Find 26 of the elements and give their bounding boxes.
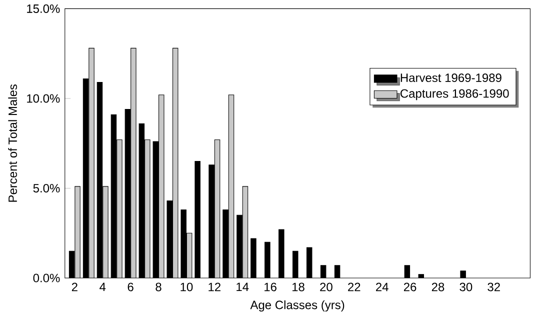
legend-label: Harvest 1969-1989 [400,73,502,82]
x-tick-label: 10 [180,282,193,292]
x-tick-label: 28 [432,282,444,292]
bar [102,186,108,278]
x-tick-label: 22 [348,282,360,291]
x-tick-label: 2 [72,282,78,291]
legend-label: Captures 1986-1990 [400,89,509,100]
y-tick-label: 5.0% [33,184,60,192]
x-tick-label: 14 [236,282,249,291]
x-tick-label: 24 [376,282,388,291]
x-tick-label: 26 [404,282,416,292]
y-tick-label: 15.0% [27,4,60,13]
x-tick-label: 6 [128,282,134,292]
y-axis-title: Percent of Total Males [8,84,18,202]
x-tick-label: 30 [460,282,472,292]
x-tick-label: 20 [320,282,332,292]
x-tick-label: 18 [292,282,304,292]
x-tick-label: 16 [264,282,276,292]
x-tick-label: 8 [156,282,162,292]
x-axis-title: Age Classes (yrs) [250,300,344,312]
y-tick-label: 0.0% [33,274,60,282]
x-tick-label: 4 [100,282,106,291]
y-tick-label: 10.0% [27,94,60,103]
x-tick-label: 32 [488,282,500,292]
bar [88,48,94,278]
x-tick-label: 12 [208,282,220,291]
